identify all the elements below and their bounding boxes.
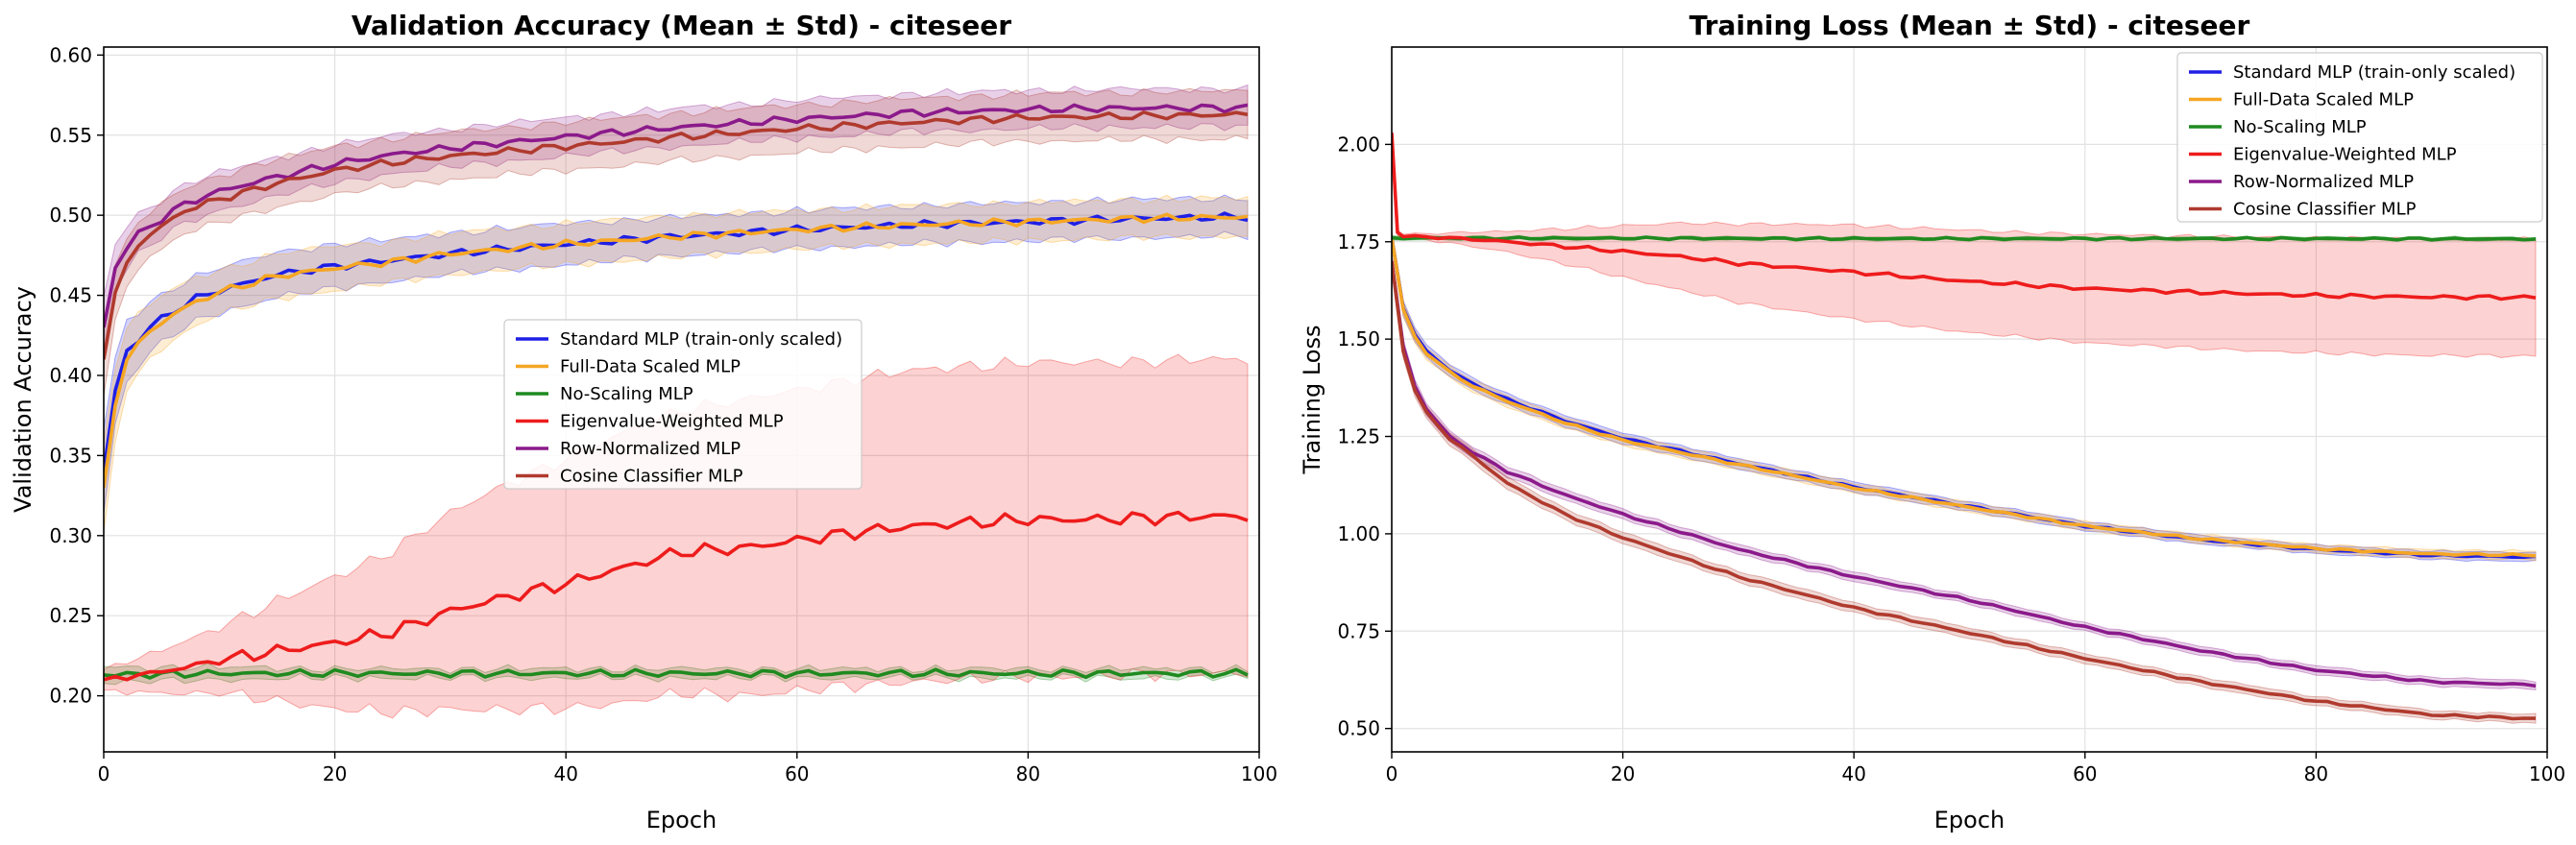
x-tick-label: 60 bbox=[785, 762, 809, 785]
y-tick-label: 0.40 bbox=[49, 364, 92, 387]
legend-box bbox=[503, 319, 863, 490]
chart-2: 0 20 40 60 80 100 0.50 0.75 1.00 1.25 1.50 1.75 2.00… bbox=[1299, 10, 2565, 833]
legend-entry: Cosine Classifier MLP bbox=[2233, 200, 2417, 220]
x-tick-label: 0 bbox=[1386, 762, 1398, 785]
y-tick-label: 0.45 bbox=[49, 284, 92, 307]
legend-entry: Eigenvalue-Weighted MLP bbox=[2233, 145, 2457, 165]
std-band bbox=[1392, 254, 2537, 690]
y-tick-label: 1.25 bbox=[1337, 425, 1380, 448]
std-band bbox=[104, 353, 1249, 719]
chart-1: 0 20 40 60 80 100 0.20 0.25 0.30 0.35 0.40 0.45 0.50… bbox=[10, 10, 1277, 833]
y-tick-label: 0.35 bbox=[49, 444, 92, 467]
series-line bbox=[1392, 133, 2537, 302]
x-tick-label: 40 bbox=[1841, 762, 1865, 785]
x-tick-label: 0 bbox=[98, 762, 110, 785]
std-band bbox=[1392, 229, 2537, 563]
y-tick-label: 0.55 bbox=[49, 124, 92, 147]
y-axis-label: Training Loss bbox=[1299, 326, 1325, 475]
legend-box bbox=[2176, 52, 2543, 223]
y-tick-label: 1.50 bbox=[1337, 327, 1380, 350]
series-line bbox=[1392, 237, 2537, 558]
x-tick-label: 20 bbox=[323, 762, 347, 785]
std-band bbox=[1392, 130, 2537, 359]
y-tick-label: 0.50 bbox=[49, 204, 92, 227]
std-band bbox=[104, 194, 1249, 534]
chart-title: Validation Accuracy (Mean ± Std) - cites… bbox=[352, 10, 1011, 41]
series-line bbox=[104, 110, 1249, 360]
y-tick-label: 1.75 bbox=[1337, 230, 1380, 254]
y-tick-label: 2.00 bbox=[1337, 133, 1380, 156]
x-tick-label: 100 bbox=[2529, 762, 2565, 785]
y-tick-label: 0.25 bbox=[49, 604, 92, 627]
legend-entry: Full-Data Scaled MLP bbox=[560, 357, 741, 377]
y-axis-label: Validation Accuracy bbox=[10, 286, 36, 513]
std-band bbox=[1392, 254, 2537, 724]
x-tick-label: 80 bbox=[2304, 762, 2328, 785]
series-line bbox=[104, 211, 1249, 472]
plot-series bbox=[104, 84, 1249, 719]
y-tick-label: 0.60 bbox=[49, 43, 92, 66]
legend-entry: Standard MLP (train-only scaled) bbox=[560, 329, 842, 350]
y-tick-label: 0.50 bbox=[1337, 717, 1380, 740]
series-line bbox=[1392, 260, 2537, 721]
legend: Standard MLP (train-only scaled) Full-Dat… bbox=[503, 319, 863, 490]
x-tick-label: 40 bbox=[553, 762, 577, 785]
y-tick-label: 0.20 bbox=[49, 685, 92, 708]
series-line bbox=[1392, 260, 2537, 688]
plot-series bbox=[1392, 130, 2537, 724]
legend-entry: Standard MLP (train-only scaled) bbox=[2233, 62, 2515, 83]
legend-entry: Full-Data Scaled MLP bbox=[2233, 90, 2414, 110]
legend-entry: Row-Normalized MLP bbox=[560, 439, 741, 459]
x-tick-label: 100 bbox=[1241, 762, 1277, 785]
std-band bbox=[104, 194, 1249, 515]
x-tick-label: 60 bbox=[2073, 762, 2097, 785]
x-tick-label: 80 bbox=[1016, 762, 1040, 785]
series-line bbox=[104, 212, 1249, 488]
x-axis-label: Epoch bbox=[646, 807, 717, 833]
y-tick-label: 1.00 bbox=[1337, 522, 1380, 545]
legend-entry: Cosine Classifier MLP bbox=[560, 467, 743, 487]
legend-entry: No-Scaling MLP bbox=[560, 384, 693, 404]
y-tick-label: 0.30 bbox=[49, 524, 92, 547]
legend: Standard MLP (train-only scaled) Full-Dat… bbox=[2176, 52, 2543, 223]
axes-frame bbox=[1391, 46, 2548, 753]
series-line bbox=[1392, 235, 2537, 242]
legend-entry: No-Scaling MLP bbox=[2233, 117, 2367, 137]
legend-entry: Row-Normalized MLP bbox=[2233, 172, 2414, 192]
chart-title: Training Loss (Mean ± Std) - citeseer bbox=[1689, 10, 2250, 41]
series-line bbox=[104, 103, 1249, 328]
x-axis-label: Epoch bbox=[1934, 807, 2005, 833]
legend-entry: Eigenvalue-Weighted MLP bbox=[560, 412, 784, 432]
series-line bbox=[104, 510, 1249, 682]
x-tick-label: 20 bbox=[1611, 762, 1635, 785]
std-band bbox=[1392, 229, 2537, 562]
series-line bbox=[104, 667, 1249, 680]
axes-frame bbox=[103, 46, 1260, 753]
y-tick-label: 0.75 bbox=[1337, 619, 1380, 642]
